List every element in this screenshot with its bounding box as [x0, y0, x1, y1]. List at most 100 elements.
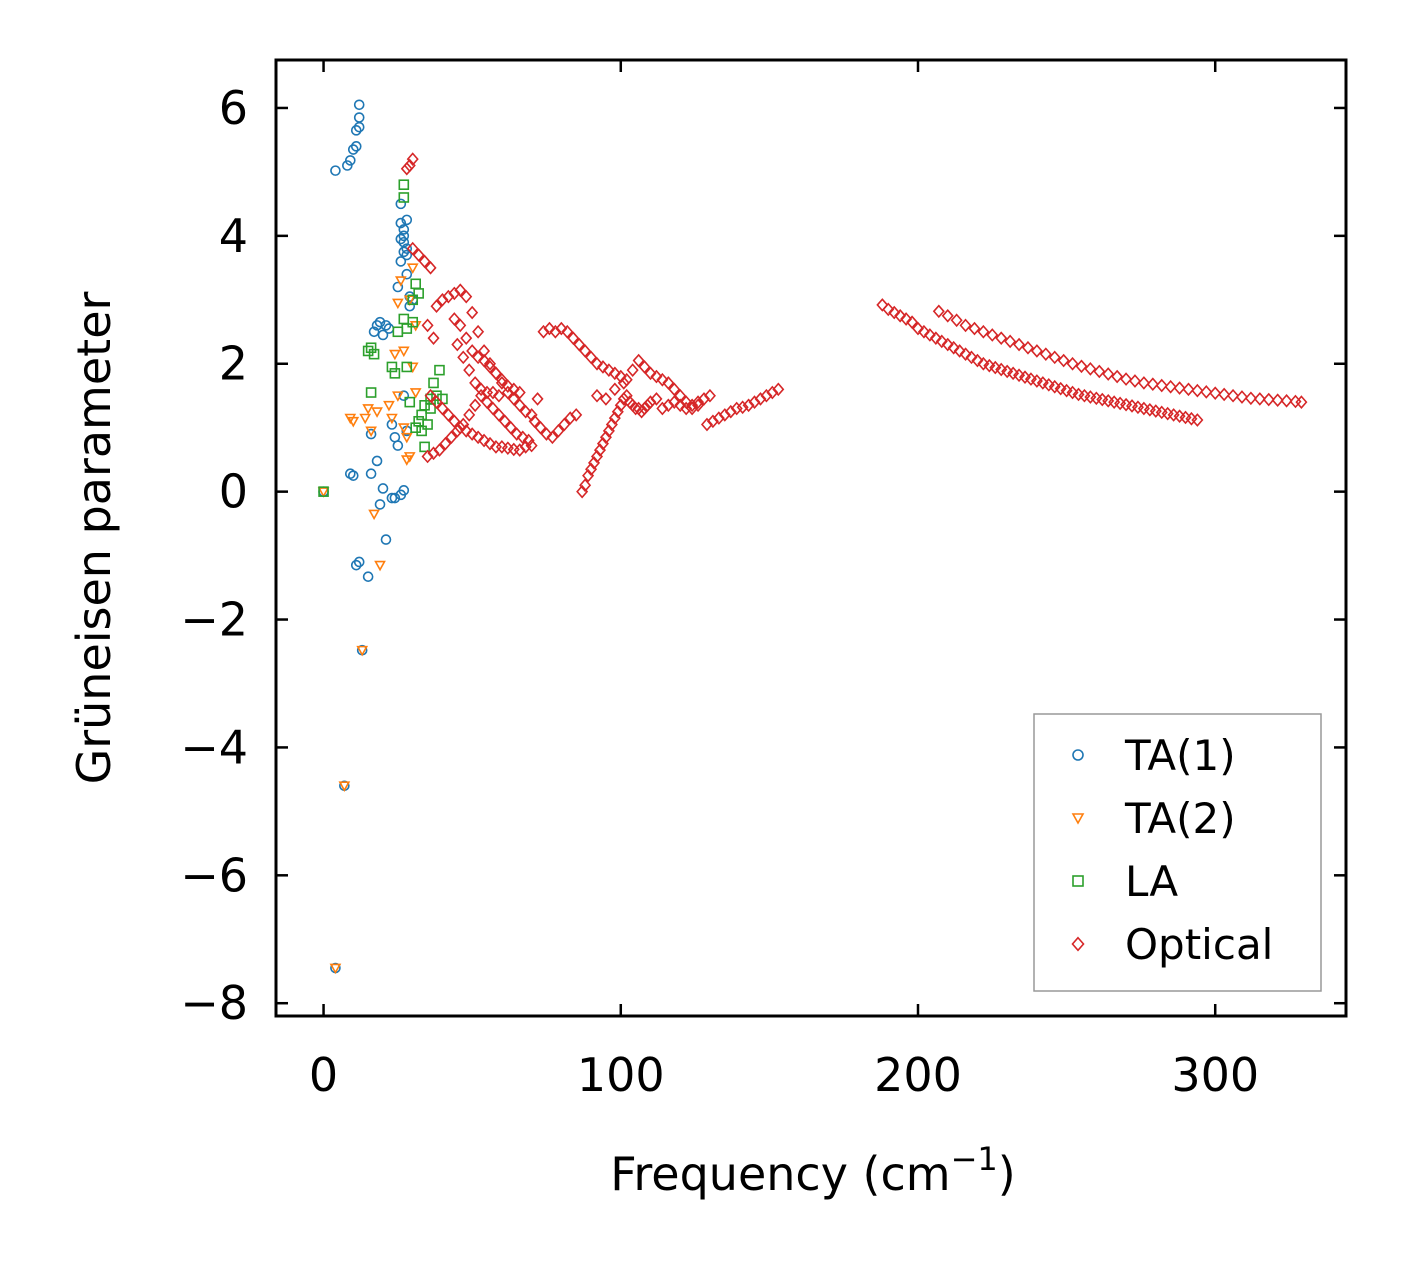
- data-point: [395, 217, 407, 229]
- data-point: [466, 344, 479, 358]
- data-point: [428, 377, 439, 389]
- data-point: [882, 302, 895, 317]
- data-point: [407, 316, 419, 328]
- data-point: [353, 556, 365, 568]
- data-point: [718, 408, 731, 422]
- data-point: [1209, 386, 1222, 400]
- data-point: [475, 388, 488, 403]
- data-point: [400, 432, 413, 444]
- data-point: [1280, 393, 1293, 408]
- data-point: [656, 401, 669, 416]
- data-point: [430, 299, 443, 314]
- data-point: [398, 230, 410, 242]
- data-point: [540, 427, 553, 441]
- data-point: [386, 419, 398, 430]
- data-point: [472, 324, 485, 339]
- series-optical: [400, 152, 1308, 499]
- data-point: [483, 360, 497, 374]
- data-point: [457, 417, 470, 432]
- data-point: [463, 363, 476, 377]
- data-point: [317, 487, 330, 498]
- data-point: [427, 331, 440, 346]
- data-point: [422, 419, 433, 430]
- x-tick-label: 100: [577, 1048, 665, 1102]
- data-point: [377, 483, 389, 494]
- data-point: [418, 254, 431, 269]
- data-point: [1271, 393, 1284, 408]
- y-tick-label: −2: [180, 593, 248, 647]
- data-point: [353, 99, 365, 111]
- data-point: [398, 246, 410, 258]
- data-point: [1013, 337, 1026, 352]
- data-point: [401, 323, 413, 334]
- data-point: [513, 443, 526, 457]
- data-point: [911, 321, 925, 336]
- data-point: [472, 430, 485, 445]
- data-point: [736, 400, 749, 415]
- data-point: [525, 408, 538, 422]
- data-point: [436, 401, 449, 416]
- data-point: [748, 395, 761, 409]
- data-point: [754, 392, 767, 406]
- data-point: [703, 388, 716, 403]
- legend-marker: [1071, 813, 1085, 825]
- data-point: [537, 324, 550, 339]
- data-point: [495, 372, 508, 387]
- data-point: [1262, 392, 1275, 407]
- data-point: [1227, 388, 1240, 403]
- data-point: [397, 346, 410, 358]
- x-tick-label: 200: [874, 1048, 962, 1102]
- data-point: [760, 388, 773, 403]
- data-point: [478, 344, 491, 358]
- data-point: [347, 144, 359, 155]
- data-point: [392, 391, 404, 402]
- data-point: [463, 408, 476, 422]
- data-point: [635, 404, 648, 419]
- data-point: [522, 433, 535, 448]
- data-point: [403, 452, 416, 463]
- legend: TA(1) TA(2) LA Optical: [1033, 713, 1322, 992]
- x-tick-label: 0: [309, 1048, 338, 1102]
- data-point: [356, 645, 369, 657]
- data-point: [395, 233, 407, 245]
- data-point: [590, 388, 604, 403]
- data-point: [448, 312, 461, 326]
- data-point: [1111, 369, 1124, 384]
- data-point: [398, 485, 410, 496]
- data-point: [953, 344, 966, 358]
- data-point: [516, 430, 529, 445]
- legend-marker: [1071, 936, 1085, 952]
- data-point: [374, 316, 386, 328]
- data-point: [392, 281, 404, 293]
- data-point: [409, 388, 422, 399]
- data-point: [546, 430, 559, 445]
- data-point: [416, 425, 427, 437]
- data-point: [419, 400, 430, 411]
- data-point: [570, 408, 583, 422]
- data-point: [448, 286, 461, 301]
- data-point: [1244, 391, 1257, 406]
- data-point: [644, 395, 657, 409]
- data-point: [724, 404, 737, 419]
- data-point: [932, 304, 945, 319]
- data-point: [697, 392, 711, 406]
- data-point: [573, 337, 586, 352]
- data-point: [656, 372, 669, 387]
- y-tick-label: −6: [180, 848, 248, 902]
- data-point: [481, 395, 494, 409]
- data-point: [386, 361, 398, 373]
- data-point: [507, 382, 520, 397]
- data-point: [478, 433, 491, 448]
- data-point: [475, 382, 488, 397]
- data-point: [329, 963, 342, 975]
- axis-ticks: 0 100 200 300 −8 −6 −4 −2 0 2 4 6: [180, 60, 1346, 1102]
- data-point: [766, 385, 779, 400]
- data-point: [917, 324, 930, 339]
- data-point: [555, 321, 568, 336]
- data-point: [534, 420, 547, 435]
- data-point: [519, 404, 532, 419]
- data-point: [1155, 378, 1168, 393]
- data-point: [1048, 350, 1061, 365]
- legend-marker: [1072, 875, 1084, 887]
- data-point: [1084, 362, 1097, 376]
